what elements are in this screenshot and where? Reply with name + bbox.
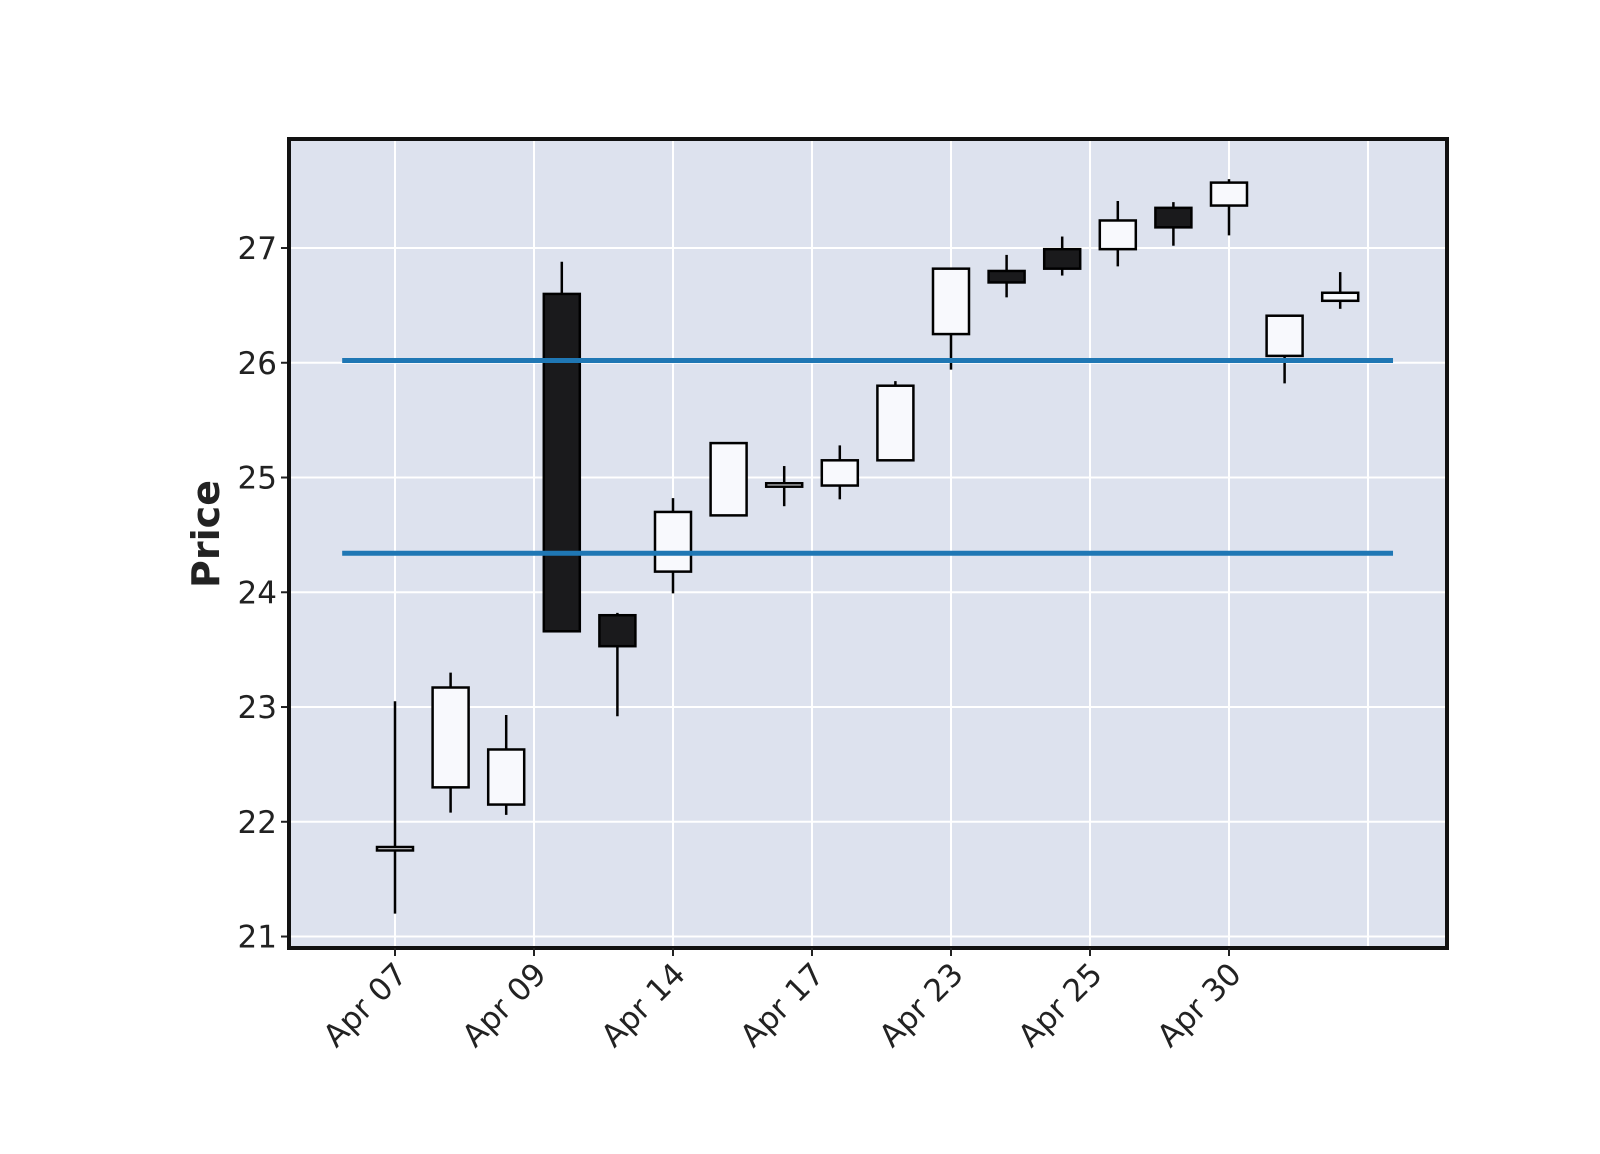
candle-body: [820, 459, 860, 487]
y-tick-label: 25: [238, 461, 277, 497]
candle-body: [542, 292, 582, 633]
candle-body: [876, 384, 915, 462]
candle-body: [1098, 219, 1138, 251]
candle-body: [598, 613, 637, 648]
candle-body: [987, 269, 1026, 284]
candle-body: [1209, 181, 1249, 207]
candle-body: [764, 482, 804, 488]
candle-body: [431, 686, 470, 789]
candle-body: [486, 748, 526, 806]
x-tick-label: Apr 23: [872, 956, 970, 1054]
x-tick-label: Apr 07: [316, 956, 414, 1054]
y-tick-label: 26: [238, 346, 277, 382]
x-tick-label: Apr 09: [455, 956, 553, 1054]
plot-background: [289, 139, 1447, 948]
y-tick-label: 27: [238, 231, 277, 267]
y-tick-label: 22: [238, 805, 277, 841]
candle-body: [1154, 206, 1193, 229]
candle-body: [653, 510, 693, 573]
y-tick-label: 23: [238, 690, 277, 726]
candle-body: [931, 267, 971, 336]
x-tick-label: Apr 25: [1011, 956, 1109, 1054]
x-tick-label: Apr 17: [733, 956, 831, 1054]
y-tick-label: 24: [238, 575, 277, 611]
candle-body: [375, 845, 415, 852]
candle-body: [1320, 291, 1360, 303]
candle-body: [1265, 314, 1304, 358]
x-tick-label: Apr 14: [594, 956, 692, 1054]
y-axis-label: Price: [184, 480, 228, 588]
plot-frame: [287, 137, 1449, 950]
candle-body: [709, 441, 748, 517]
x-tick-label: Apr 30: [1150, 956, 1248, 1054]
candle-body: [1042, 247, 1082, 270]
y-tick-label: 21: [238, 920, 277, 956]
